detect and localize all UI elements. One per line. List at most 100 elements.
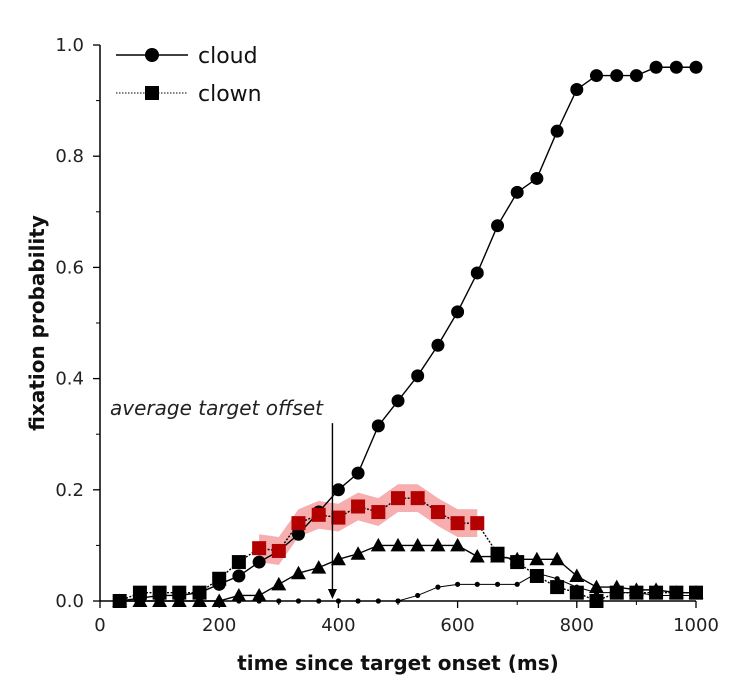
data-point bbox=[514, 581, 520, 587]
data-point bbox=[410, 537, 426, 552]
data-point bbox=[291, 527, 305, 541]
data-point bbox=[469, 549, 485, 563]
data-point bbox=[390, 537, 406, 552]
data-point bbox=[530, 171, 544, 185]
data-point bbox=[132, 585, 147, 600]
data-point bbox=[491, 219, 505, 233]
data-point bbox=[291, 516, 306, 531]
data-point bbox=[554, 576, 560, 582]
data-point bbox=[152, 585, 167, 600]
data-point bbox=[490, 546, 505, 561]
data-point bbox=[569, 568, 585, 582]
y-tick-label: 0.4 bbox=[55, 369, 84, 390]
legend-marker-cloud bbox=[145, 48, 159, 62]
axes bbox=[99, 45, 696, 602]
x-tick-label: 200 bbox=[202, 615, 236, 636]
data-point bbox=[430, 537, 446, 552]
x-tick-label: 600 bbox=[440, 615, 474, 636]
data-point bbox=[371, 419, 385, 433]
data-point bbox=[212, 571, 227, 586]
data-point bbox=[450, 516, 465, 531]
y-tick-label: 0.8 bbox=[55, 146, 84, 167]
data-point bbox=[331, 483, 345, 497]
data-point bbox=[451, 305, 465, 319]
data-point bbox=[311, 560, 327, 574]
data-point bbox=[569, 585, 584, 600]
data-point bbox=[231, 555, 246, 570]
x-tick-label: 800 bbox=[560, 615, 594, 636]
data-point bbox=[415, 592, 421, 599]
y-tick-label: 0.0 bbox=[55, 591, 84, 612]
data-point bbox=[550, 124, 564, 138]
x-tick-label: 1000 bbox=[673, 615, 719, 636]
data-point bbox=[371, 505, 386, 520]
data-point bbox=[649, 585, 664, 600]
data-point bbox=[610, 69, 624, 83]
data-point bbox=[609, 585, 624, 600]
data-point bbox=[252, 541, 267, 556]
y-axis-title: fixation probability bbox=[25, 215, 49, 431]
data-point bbox=[311, 507, 326, 522]
data-point bbox=[330, 551, 346, 566]
data-point bbox=[629, 585, 644, 600]
x-tick-label: 400 bbox=[321, 615, 355, 636]
plot-area bbox=[112, 60, 704, 608]
data-point bbox=[350, 546, 366, 560]
data-point bbox=[271, 576, 287, 591]
data-point bbox=[370, 537, 386, 552]
data-point bbox=[391, 491, 405, 506]
data-point bbox=[550, 580, 565, 595]
y-tick-label: 1.0 bbox=[55, 35, 84, 56]
data-point bbox=[450, 537, 466, 552]
data-point bbox=[435, 584, 441, 590]
data-point bbox=[172, 585, 187, 600]
data-point bbox=[430, 505, 445, 520]
data-point bbox=[290, 565, 306, 580]
data-point bbox=[351, 499, 366, 514]
data-point bbox=[510, 185, 524, 199]
data-point bbox=[529, 568, 544, 583]
legend-label-clown: clown bbox=[198, 82, 262, 107]
data-point bbox=[331, 510, 346, 525]
data-point bbox=[232, 569, 246, 583]
annotation-text: average target offset bbox=[110, 396, 324, 420]
data-point bbox=[391, 394, 405, 408]
x-tick-label: 0 bbox=[94, 615, 105, 636]
data-point bbox=[271, 543, 286, 558]
series-cloud bbox=[113, 60, 703, 608]
data-point bbox=[689, 60, 703, 74]
annotation-arrowhead bbox=[327, 589, 337, 599]
data-point bbox=[669, 60, 683, 74]
y-ticks: 0.0 0.2 0.4 0.6 0.8 1.0 bbox=[55, 35, 100, 612]
data-point bbox=[549, 551, 565, 566]
data-point bbox=[529, 551, 545, 566]
data-point bbox=[570, 82, 584, 96]
data-point bbox=[411, 369, 425, 383]
data-point bbox=[431, 338, 445, 352]
series-clown bbox=[112, 491, 703, 608]
data-point bbox=[231, 587, 247, 602]
series-line bbox=[119, 497, 696, 602]
legend-marker-clown bbox=[145, 86, 159, 100]
data-point bbox=[351, 466, 365, 480]
data-point bbox=[192, 585, 207, 600]
x-ticks: 0 200 400 600 800 1000 bbox=[94, 601, 719, 636]
data-point bbox=[470, 266, 484, 280]
data-point bbox=[251, 587, 267, 602]
data-point bbox=[470, 516, 485, 531]
data-point bbox=[455, 581, 461, 587]
data-point bbox=[252, 555, 266, 569]
data-point bbox=[588, 579, 604, 594]
data-point bbox=[649, 60, 663, 74]
data-point bbox=[474, 581, 480, 587]
data-point bbox=[629, 69, 643, 83]
y-tick-label: 0.6 bbox=[55, 257, 84, 278]
data-point bbox=[510, 555, 525, 570]
data-point bbox=[589, 69, 603, 83]
legend-label-cloud: cloud bbox=[198, 44, 258, 69]
x-axis-title: time since target onset (ms) bbox=[237, 651, 558, 675]
data-point bbox=[410, 491, 425, 506]
annotation: average target offset bbox=[110, 396, 337, 599]
y-tick-label: 0.2 bbox=[55, 480, 84, 501]
